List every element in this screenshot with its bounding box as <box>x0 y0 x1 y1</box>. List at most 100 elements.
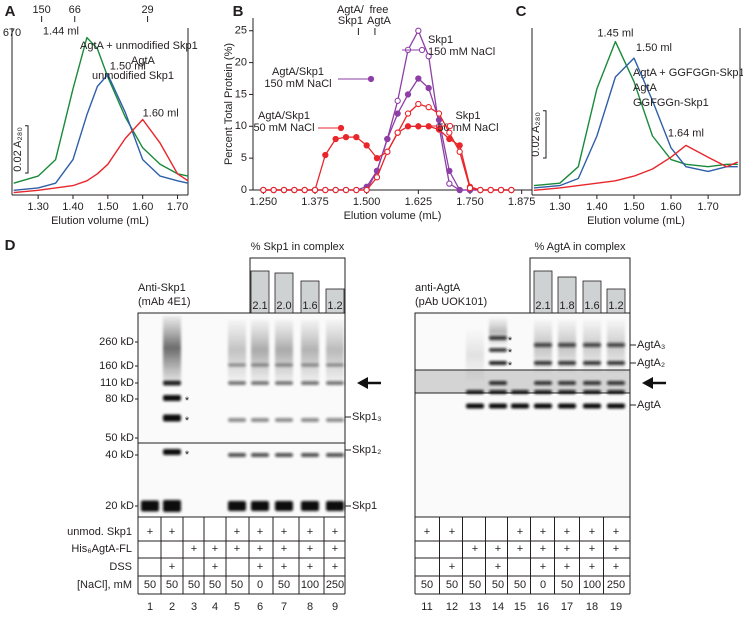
x-tick-label: 1.60 <box>132 201 153 213</box>
gel-band <box>163 414 181 422</box>
data-point <box>446 129 453 136</box>
salt-value: 50 <box>278 579 290 591</box>
data-point <box>353 186 360 194</box>
gel-band <box>275 418 293 422</box>
gel-band <box>326 453 344 457</box>
peak-label: 1.50 ml <box>636 42 672 54</box>
scale-bar-label: 0.02 A₂₈₀ <box>530 112 542 157</box>
series-line <box>533 144 739 191</box>
plus-sign: + <box>191 543 197 555</box>
lane-number: 8 <box>307 601 313 613</box>
lane-number: 4 <box>212 601 218 613</box>
data-point <box>342 186 350 194</box>
plus-sign: + <box>212 543 218 555</box>
mw-marker: 110 kD <box>100 377 134 389</box>
band-label: AgtA₃ <box>637 339 665 351</box>
complex-bar <box>533 270 553 314</box>
plus-sign: + <box>495 543 501 555</box>
legend-label: AgtA + GGFGGn-Skp1 <box>633 67 743 79</box>
data-point <box>270 186 277 194</box>
gel-smear <box>163 316 181 380</box>
salt-value: 50 <box>166 579 178 591</box>
gel-band <box>228 418 246 422</box>
band-label: AgtA₂ <box>637 357 665 369</box>
data-point <box>384 135 391 143</box>
data-point <box>415 27 422 34</box>
plus-sign: + <box>281 561 287 573</box>
panel-letter: D <box>5 237 16 254</box>
plus-sign: + <box>613 543 619 555</box>
antibody-label: Anti-Skp1 <box>138 282 186 294</box>
series-line <box>533 40 738 187</box>
plus-sign: + <box>517 543 523 555</box>
data-point <box>435 126 443 133</box>
plus-sign: + <box>332 526 338 538</box>
gel-band <box>326 501 344 511</box>
data-point <box>446 167 453 175</box>
plus-sign: + <box>212 561 218 573</box>
x-tick-label: 1.40 <box>586 201 607 213</box>
salt-value: 50 <box>144 579 156 591</box>
panel-b: B 1.250 1.375 1.500 1.625 1.750 1.875 Elution v… <box>223 3 536 222</box>
data-point <box>301 186 308 194</box>
plus-sign: + <box>234 526 240 538</box>
series-line <box>263 125 512 191</box>
panel-letter: A <box>5 3 16 20</box>
lane-number: 17 <box>561 601 573 613</box>
gel-band <box>228 453 246 457</box>
x-tick-label: 1.60 <box>660 201 681 213</box>
plus-sign: + <box>517 526 523 538</box>
gel-band <box>511 390 529 394</box>
data-point <box>404 91 412 98</box>
salt-value: 250 <box>607 579 625 591</box>
data-point <box>363 142 370 149</box>
plus-sign: + <box>613 526 619 538</box>
x-tick-label: 1.30 <box>549 201 570 213</box>
panel-letter: C <box>516 3 527 20</box>
gel-band <box>466 390 484 394</box>
complex-value: 2.0 <box>276 300 291 312</box>
plus-sign: + <box>169 561 175 573</box>
band-label: Skp1 <box>352 500 377 512</box>
salt-value: 50 <box>188 579 200 591</box>
gel-band <box>301 381 319 385</box>
gel-smear <box>275 320 293 380</box>
plus-sign: + <box>564 543 570 555</box>
salt-value: 50 <box>209 579 221 591</box>
gel-band <box>583 381 601 385</box>
data-point <box>425 53 432 60</box>
complex-header: % Skp1 in complex <box>251 241 345 253</box>
salt-value: 100 <box>583 579 601 591</box>
gel-band <box>534 361 552 365</box>
gel-smear <box>326 320 344 380</box>
salt-value: 50 <box>446 579 458 591</box>
plus-sign: + <box>257 526 263 538</box>
blot: anti-AgtA (pAb UOK101) % AgtA in complex 2.… <box>414 241 666 613</box>
x-axis-label: Elution volume (mL) <box>51 215 149 227</box>
series-line <box>13 36 189 184</box>
complex-box <box>529 257 631 314</box>
lane-number: 19 <box>610 601 622 613</box>
peak-label: 1.60 ml <box>143 107 179 119</box>
data-point <box>435 116 443 124</box>
lane-number: 5 <box>234 601 240 613</box>
x-tick-label: 1.375 <box>301 196 329 208</box>
lane-number: 16 <box>537 601 549 613</box>
mw-marker: 20 kD <box>105 500 134 512</box>
asterisk: * <box>185 415 190 427</box>
size-marker-label: 66 <box>69 4 81 16</box>
data-point <box>477 186 484 194</box>
scale-bar <box>543 110 547 159</box>
x-tick-label: 1.50 <box>623 201 644 213</box>
gel-smear <box>466 330 484 380</box>
gel-band <box>466 403 484 409</box>
plus-sign: + <box>234 543 240 555</box>
lane-number: 12 <box>446 601 458 613</box>
series-label: Skp1 150 mM NaCl <box>428 34 495 58</box>
y-tick-label: 10 <box>235 120 247 132</box>
gel-band <box>489 336 507 340</box>
plus-sign: + <box>540 526 546 538</box>
gel-band <box>607 381 625 385</box>
gel-smear <box>251 320 269 380</box>
data-point <box>363 186 370 194</box>
